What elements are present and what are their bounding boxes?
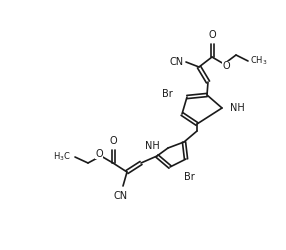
Text: O: O <box>95 149 103 159</box>
Text: Br: Br <box>184 172 194 182</box>
Text: H$_3$C: H$_3$C <box>53 151 71 163</box>
Text: CN: CN <box>170 57 184 67</box>
Text: NH: NH <box>230 103 245 113</box>
Text: NH: NH <box>145 141 160 151</box>
Text: CH$_3$: CH$_3$ <box>250 55 267 67</box>
Text: Br: Br <box>162 89 173 99</box>
Text: O: O <box>222 61 230 71</box>
Text: O: O <box>109 136 117 146</box>
Text: CN: CN <box>114 191 128 201</box>
Text: O: O <box>208 30 216 40</box>
